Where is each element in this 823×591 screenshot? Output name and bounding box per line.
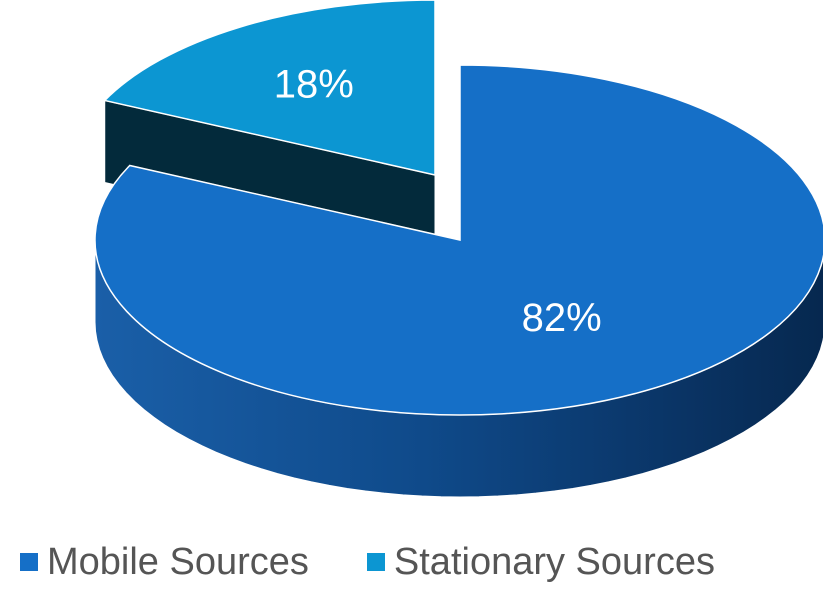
slice-mobile-sources [94, 64, 823, 416]
legend-label-mobile-sources: Mobile Sources [47, 540, 309, 583]
legend-item-stationary-sources: Stationary Sources [366, 540, 715, 584]
slice-labels: 18% 82% [274, 62, 602, 339]
legend-swatch-stationary-sources [366, 553, 385, 571]
slice-label-mobile-sources: 82% [522, 296, 602, 340]
slice-label-stationary-sources: 18% [274, 62, 354, 106]
legend: Mobile Sources Stationary Sources [20, 540, 715, 584]
slice-stationary-sources [103, 0, 436, 176]
pie-slices [94, 0, 823, 498]
pie-chart: 18% 82% [94, 0, 823, 498]
legend-swatch-mobile-sources [20, 553, 38, 571]
legend-item-mobile-sources: Mobile Sources [20, 541, 309, 584]
legend-label-stationary-sources: Stationary Sources [393, 540, 715, 583]
